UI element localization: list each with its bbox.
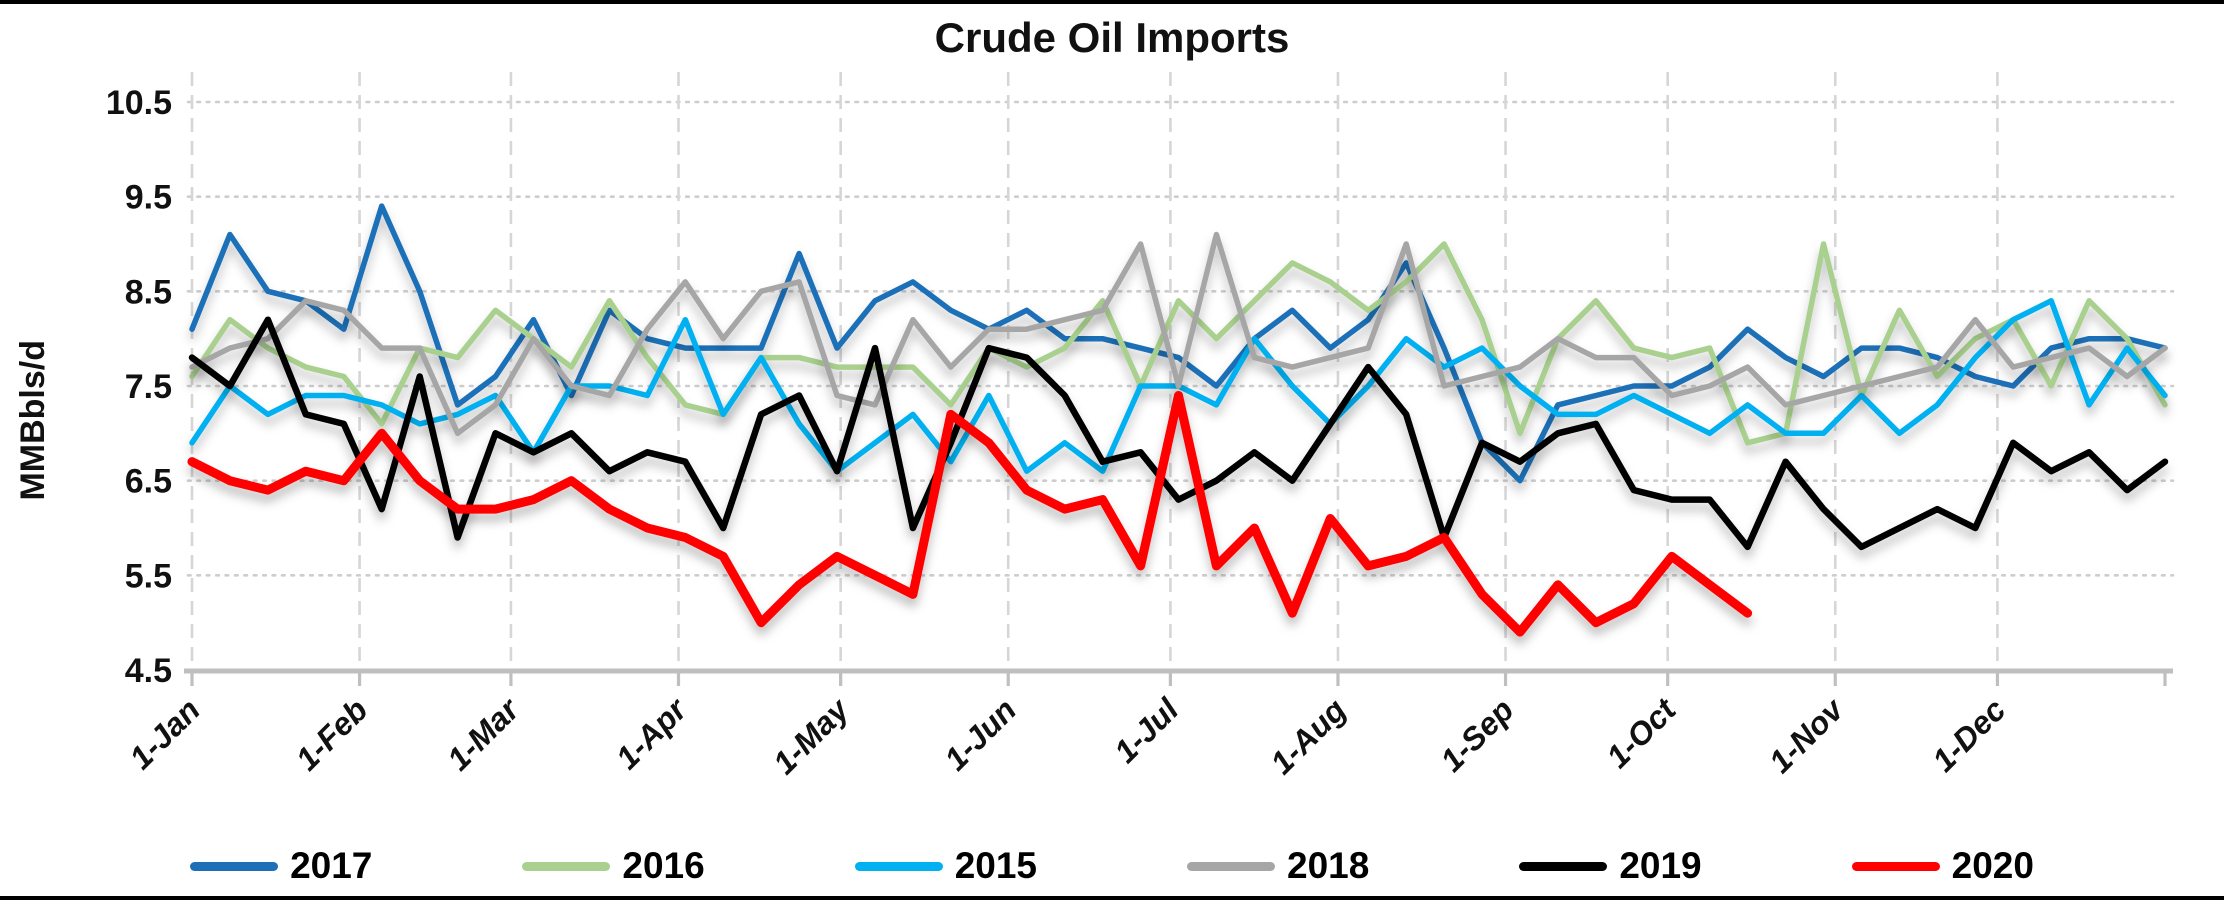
legend-item-2016: 2016	[522, 845, 705, 887]
x-tick-label: 1-Oct	[1599, 691, 1683, 775]
series-line-2018	[189, 231, 2168, 437]
legend-label-2020: 2020	[1951, 845, 2034, 886]
legend-item-2017: 2017	[190, 845, 372, 887]
y-tick-label: 6.5	[125, 463, 172, 501]
x-tick-label: 1-Nov	[1762, 690, 1852, 780]
legend-swatch-2020	[1851, 861, 1940, 871]
legend-swatch-2016	[522, 861, 611, 871]
legend-swatch-2017	[190, 861, 279, 871]
top-border	[0, 0, 2224, 4]
y-tick-label: 8.5	[125, 273, 172, 311]
y-tick-label: 9.5	[125, 179, 172, 217]
x-tick-label: 1-Aug	[1263, 691, 1353, 781]
series-line-2020	[187, 391, 1753, 637]
x-tick-label: 1-Sep	[1433, 691, 1520, 778]
x-tick-label: 1-Feb	[289, 691, 375, 777]
legend-label-2015: 2015	[954, 845, 1037, 886]
legend-item-2019: 2019	[1519, 845, 1702, 887]
x-tick-label: 1-Apr	[609, 690, 695, 776]
legend-item-2015: 2015	[854, 845, 1037, 887]
series-line-2016	[189, 241, 2168, 446]
legend-item-2018: 2018	[1187, 845, 1369, 887]
legend-swatch-2018	[1187, 861, 1275, 871]
x-tick-label: 1-Jul	[1107, 691, 1186, 770]
y-tick-label: 4.5	[125, 652, 172, 690]
series-line-2019	[188, 316, 2169, 551]
x-tick-label: 1-Dec	[1925, 691, 2012, 778]
y-tick-label: 7.5	[125, 368, 172, 406]
legend-swatch-2019	[1519, 861, 1608, 871]
series-line-2017	[189, 203, 2168, 484]
chart-legend: 2017 2016 2015 2018 2019 2020	[0, 840, 2224, 892]
y-tick-label: 5.5	[125, 557, 172, 595]
legend-label-2016: 2016	[622, 845, 705, 886]
y-tick-label: 10.5	[106, 84, 172, 122]
x-tick-label: 1-May	[766, 690, 857, 781]
legend-swatch-2015	[854, 861, 943, 871]
chart-title: Crude Oil Imports	[934, 14, 1290, 61]
legend-label-2019: 2019	[1619, 845, 1702, 886]
legend-label-2018: 2018	[1287, 845, 1370, 886]
bottom-border	[0, 896, 2224, 900]
x-tick-label: 1-Mar	[440, 690, 527, 777]
x-tick-label: 1-Jun	[937, 691, 1023, 777]
legend-item-2020: 2020	[1851, 845, 2034, 887]
legend-label-2017: 2017	[290, 845, 373, 886]
x-tick-label: 1-Jan	[122, 691, 207, 776]
